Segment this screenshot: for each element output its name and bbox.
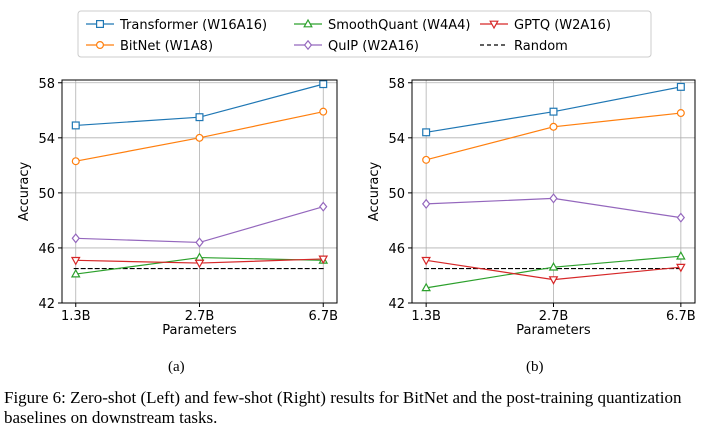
y-tick-label: 58	[38, 77, 55, 92]
legend-label: Random	[514, 39, 568, 54]
plot-zero-shot: 1.3B 2.7B 6.7B 42 46 50 54 58 Parameters Accuracy	[17, 77, 338, 338]
x-axis-label: Parameters	[162, 323, 237, 338]
y-tick-label: 50	[38, 187, 55, 202]
legend-label: QuIP (W2A16)	[328, 39, 419, 54]
y-axis-label: Accuracy	[17, 162, 32, 222]
y-tick-label: 50	[388, 187, 405, 202]
data-point	[70, 268, 81, 278]
legend-entry-bitnet-w1a8: BitNet (W1A8)	[86, 39, 213, 54]
figure-caption: Figure 6: Zero-shot (Left) and few-shot …	[4, 388, 682, 427]
data-point	[676, 212, 686, 223]
x-tick-label: 2.7B	[185, 309, 215, 324]
data-point	[319, 201, 328, 212]
x-tick-label: 1.3B	[411, 309, 441, 324]
subfigure-label-b: (b)	[526, 359, 544, 375]
legend-marker-diamond-icon	[303, 39, 313, 51]
data-point	[71, 157, 80, 166]
series-transformer-w16a16	[71, 80, 328, 130]
subfigure-label-a: (a)	[168, 359, 185, 375]
data-point	[195, 113, 204, 122]
y-axis-label: Accuracy	[367, 162, 382, 222]
data-point	[676, 82, 685, 91]
data-point	[319, 107, 328, 116]
x-tick-label: 6.7B	[308, 309, 338, 324]
data-point	[422, 155, 431, 164]
y-tick-label: 54	[38, 132, 55, 147]
series-bitnet-w1a8	[422, 109, 685, 164]
data-point	[676, 263, 686, 273]
legend-marker-circle-icon	[95, 40, 104, 49]
legend-frame	[77, 10, 652, 58]
data-point	[421, 256, 431, 266]
data-point	[676, 109, 685, 118]
x-tick-label: 2.7B	[539, 309, 569, 324]
data-point	[548, 261, 559, 271]
y-tick-label: 42	[388, 297, 405, 312]
data-point	[549, 193, 558, 204]
data-point	[71, 233, 80, 244]
x-tick-label: 1.3B	[61, 309, 91, 324]
series-bitnet-w1a8	[71, 107, 328, 166]
data-point	[421, 282, 431, 292]
y-tick-label: 46	[388, 242, 405, 257]
data-point	[70, 256, 81, 266]
y-tick-label: 54	[388, 132, 405, 147]
series-transformer-w16a16	[422, 82, 685, 137]
series-smoothquant-w4a4	[421, 250, 686, 292]
data-point	[549, 107, 558, 116]
series-quip-w2a16	[71, 201, 328, 248]
data-point	[195, 133, 204, 142]
legend-entry-transformer-w16a16: Transformer (W16A16)	[86, 18, 267, 33]
y-tick-label: 46	[38, 242, 55, 257]
legend-marker-triangle-down-icon	[489, 20, 499, 30]
data-point	[421, 198, 431, 210]
legend-marker-triangle-up-icon	[303, 18, 313, 28]
data-point	[676, 250, 686, 260]
data-point	[549, 122, 558, 131]
x-axis-label: Parameters	[516, 323, 591, 338]
data-point	[195, 237, 204, 248]
legend-entry-gptq-w2a16: GPTQ (W2A16)	[480, 18, 611, 33]
legend-entry-smoothquant-w4a4: SmoothQuant (W4A4)	[294, 18, 471, 33]
y-tick-label: 42	[38, 297, 55, 312]
data-point	[194, 252, 205, 261]
legend-entry-quip-w2a16: QuIP (W2A16)	[294, 39, 419, 54]
legend-label: SmoothQuant (W4A4)	[328, 18, 471, 33]
legend-label: BitNet (W1A8)	[120, 39, 213, 54]
plot-few-shot: 1.3B 2.7B 6.7B 42 46 50 54 58 Parameters Accuracy	[367, 77, 696, 338]
y-tick-label: 58	[388, 77, 405, 92]
legend-label: Transformer (W16A16)	[119, 18, 267, 33]
series-gptq-w2a16	[70, 255, 329, 269]
legend-label: GPTQ (W2A16)	[514, 18, 611, 33]
data-point	[422, 128, 431, 137]
data-point	[319, 80, 328, 89]
legend-entry-random: Random	[480, 39, 568, 54]
data-point	[548, 276, 559, 285]
series-gptq-w2a16	[421, 256, 686, 285]
data-point	[194, 259, 205, 269]
data-point	[318, 255, 329, 265]
series-quip-w2a16	[421, 193, 686, 223]
legend: Transformer (W16A16) SmoothQuant (W4A4) GP…	[77, 10, 652, 58]
x-tick-label: 6.7B	[666, 309, 696, 324]
legend-marker-square-icon	[95, 20, 104, 29]
data-point	[71, 121, 80, 130]
